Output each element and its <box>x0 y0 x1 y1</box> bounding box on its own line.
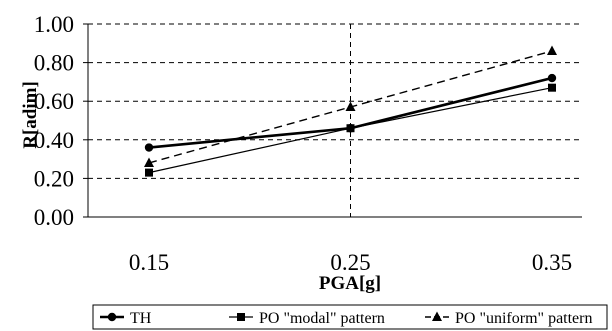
y-axis-title: R[adim] <box>20 81 41 149</box>
data-point-1 <box>346 124 355 133</box>
y-tick-label: 0.40 <box>34 128 74 153</box>
x-tick-label: 0.35 <box>532 250 572 275</box>
data-point-0 <box>144 143 154 152</box>
series-group <box>144 45 557 177</box>
legend-label-2: PO "uniform" pattern <box>455 310 592 327</box>
x-tick-label: 0.15 <box>129 250 169 275</box>
x-axis-title: PGA[g] <box>319 273 381 294</box>
data-point-1 <box>548 83 556 92</box>
legend-label-1: PO "modal" pattern <box>259 310 385 327</box>
axes <box>83 23 582 218</box>
legend-marker-0 <box>107 312 117 322</box>
grid-lines <box>88 23 582 217</box>
y-tick-label: 0.00 <box>34 205 74 230</box>
data-point-1 <box>145 168 153 177</box>
data-point-2 <box>144 157 154 167</box>
y-tick-labels: 0.00 0.20 0.40 0.60 0.80 1.00 <box>34 12 74 230</box>
data-point-2 <box>547 45 557 56</box>
y-tick-label: 0.80 <box>34 51 74 76</box>
y-tick-label: 1.00 <box>34 12 74 37</box>
legend: TH PO "modal" pattern PO "uniform" pattern <box>92 304 608 330</box>
legend-box <box>92 304 608 330</box>
legend-label-0: TH <box>130 310 152 327</box>
legend-marker-1 <box>237 313 245 321</box>
x-tick-label: 0.25 <box>330 250 370 275</box>
y-tick-label: 0.20 <box>34 166 74 191</box>
x-tick-labels: 0.15 0.25 0.35 <box>129 250 572 275</box>
y-tick-label: 0.60 <box>34 89 74 114</box>
data-point-0 <box>547 73 557 83</box>
data-point-2 <box>345 101 356 111</box>
legend-marker-2 <box>432 311 442 321</box>
